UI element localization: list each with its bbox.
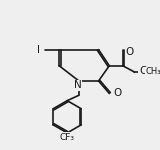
Text: O: O (125, 47, 134, 57)
Text: CF₃: CF₃ (60, 133, 75, 142)
Text: O: O (139, 66, 147, 76)
Text: I: I (37, 45, 40, 55)
Text: O: O (114, 88, 122, 99)
Text: CH₃: CH₃ (145, 68, 160, 76)
Text: N: N (74, 80, 82, 90)
